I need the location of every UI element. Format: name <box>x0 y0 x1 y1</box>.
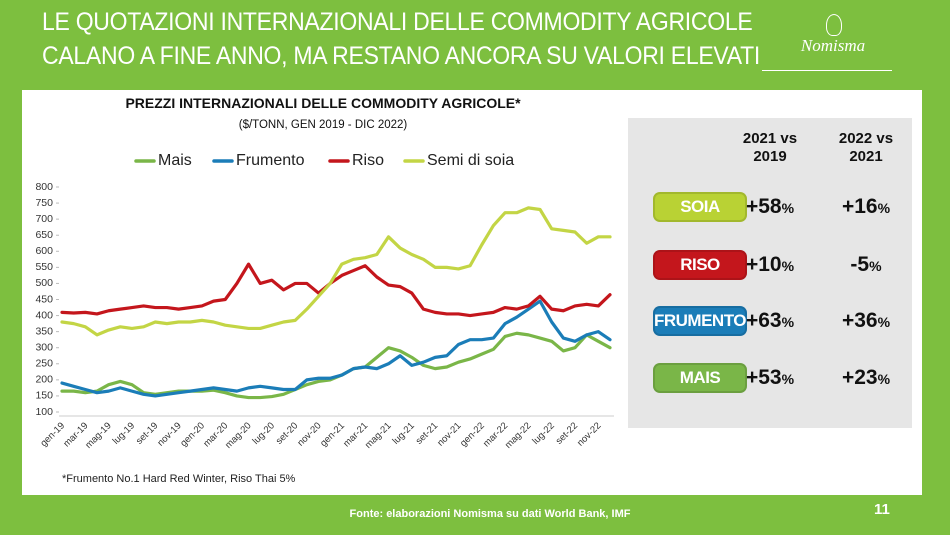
change-value: +63% <box>745 309 795 332</box>
change-value: +53% <box>745 366 795 389</box>
change-value: +23% <box>841 366 891 389</box>
y-tick-label: 700 <box>35 213 53 225</box>
column-header: 2022 vs 2021 <box>838 130 894 165</box>
row-label: FRUMENTO <box>653 306 747 336</box>
slide-title: CALANO A FINE ANNO, MA RESTANO ANCORA SU… <box>42 42 761 70</box>
legend-label: Mais <box>158 152 192 169</box>
y-tick-label: 400 <box>35 309 53 321</box>
source: Fonte: elaborazioni Nomisma su dati Worl… <box>349 508 631 520</box>
legend-label: Frumento <box>236 152 305 169</box>
x-tick-label: gen-19 <box>38 420 67 449</box>
x-tick-label: lug-22 <box>530 420 556 446</box>
row-label: MAIS <box>653 363 747 393</box>
change-value: +58% <box>745 195 795 218</box>
logo-rule <box>762 70 892 71</box>
column-header: 2021 vs 2019 <box>742 130 798 165</box>
x-tick-label: nov-19 <box>155 420 183 448</box>
y-tick-label: 450 <box>35 293 53 305</box>
series-line <box>60 262 612 318</box>
x-tick-label: mag-22 <box>503 420 534 451</box>
x-tick-label: lug-20 <box>251 420 277 446</box>
x-tick-label: nov-21 <box>435 420 463 448</box>
slide-title: LE QUOTAZIONI INTERNAZIONALI DELLE COMMO… <box>42 8 753 36</box>
y-tick-label: 300 <box>35 341 53 353</box>
x-tick-label: gen-20 <box>178 420 207 449</box>
logo-icon <box>826 14 842 36</box>
y-tick-label: 800 <box>35 181 53 193</box>
y-tick-label: 350 <box>35 325 53 337</box>
change-value: +16% <box>841 195 891 218</box>
series-line <box>60 206 612 337</box>
legend-label: Riso <box>352 152 384 169</box>
y-tick-label: 250 <box>35 358 53 370</box>
y-tick-label: 150 <box>35 390 53 402</box>
page-number: 11 <box>874 501 890 518</box>
x-tick-label: mag-19 <box>83 420 114 451</box>
x-tick-label: gen-22 <box>458 420 487 449</box>
x-tick-label: nov-20 <box>295 420 323 448</box>
y-tick-label: 600 <box>35 245 53 257</box>
chart-subtitle: ($/TONN, GEN 2019 - DIC 2022) <box>239 119 408 131</box>
footnote: *Frumento No.1 Hard Red Winter, Riso Tha… <box>62 473 296 485</box>
x-tick-label: mag-21 <box>363 420 394 451</box>
y-tick-label: 200 <box>35 374 53 386</box>
change-value: +36% <box>841 309 891 332</box>
row-label: RISO <box>653 250 747 280</box>
row-label: SOIA <box>653 192 747 222</box>
y-tick-label: 750 <box>35 197 53 209</box>
y-tick-label: 500 <box>35 277 53 289</box>
x-tick-label: gen-21 <box>318 420 347 449</box>
x-tick-label: lug-19 <box>111 420 137 446</box>
y-tick-label: 100 <box>35 406 53 418</box>
y-tick-label: 550 <box>35 261 53 273</box>
legend-label: Semi di soia <box>427 152 514 169</box>
x-tick-label: lug-21 <box>390 420 416 446</box>
series-line <box>60 331 612 400</box>
x-tick-label: mag-20 <box>223 420 254 451</box>
y-tick-label: 650 <box>35 229 53 241</box>
logo: Nomisma <box>800 36 866 55</box>
chart-title: PREZZI INTERNAZIONALI DELLE COMMODITY AG… <box>125 95 521 111</box>
change-value: -5% <box>850 253 882 276</box>
series-line <box>60 299 612 398</box>
change-value: +10% <box>745 253 795 276</box>
x-tick-label: nov-22 <box>575 420 603 448</box>
